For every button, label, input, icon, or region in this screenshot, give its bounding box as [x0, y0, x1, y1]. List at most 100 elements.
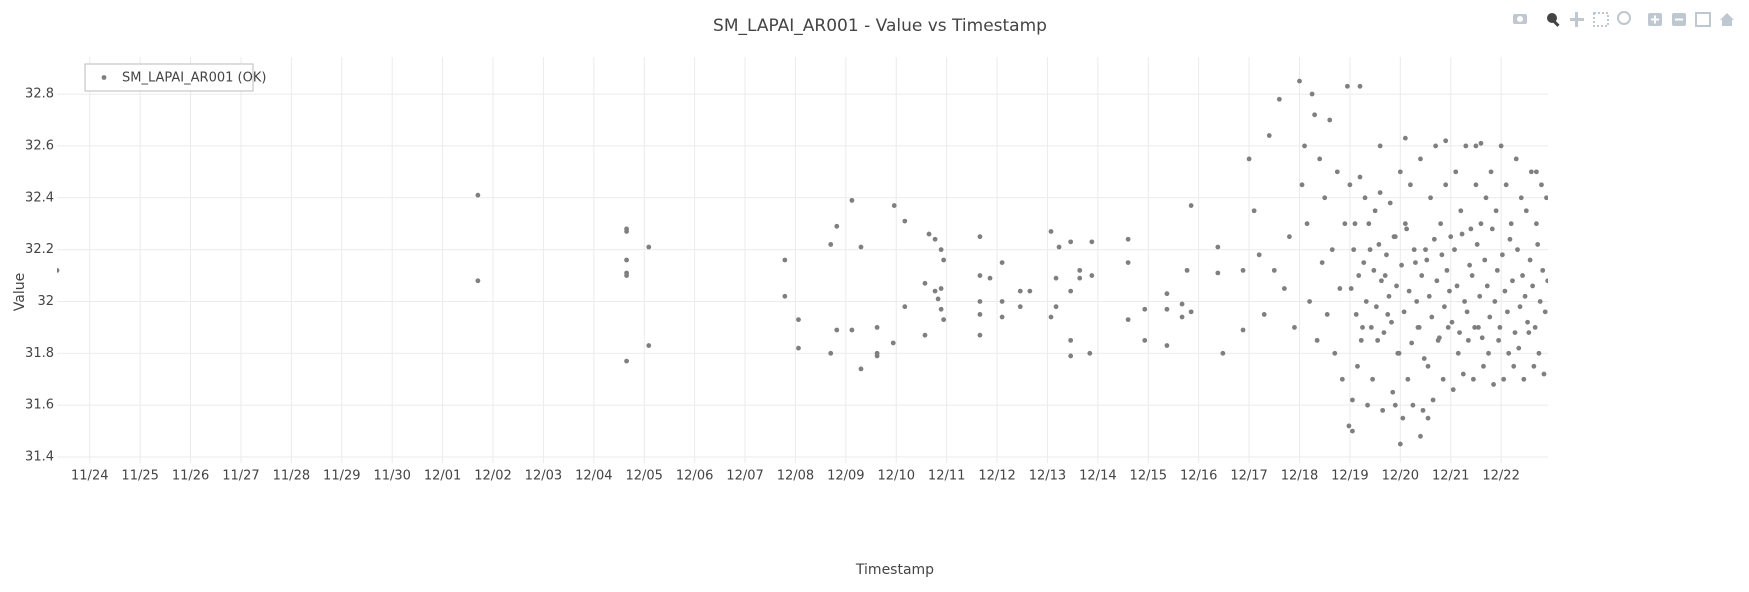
- point: [1474, 242, 1480, 247]
- point: [1380, 407, 1386, 413]
- point: [1409, 340, 1415, 346]
- point: [891, 203, 897, 208]
- autoscale-button[interactable]: [1695, 12, 1711, 27]
- point: [1470, 376, 1476, 382]
- point: [1251, 208, 1257, 214]
- point: [1053, 304, 1059, 310]
- point: [1068, 288, 1074, 294]
- point: [1512, 330, 1518, 335]
- point: [1271, 267, 1277, 273]
- point: [1431, 236, 1437, 242]
- point: [1443, 182, 1449, 188]
- point: [1188, 309, 1194, 315]
- point: [1443, 138, 1449, 144]
- point: [1528, 169, 1534, 175]
- point: [1355, 363, 1360, 369]
- point: [1434, 278, 1440, 284]
- point: [1386, 293, 1392, 299]
- point: [834, 327, 840, 333]
- point: [1450, 387, 1456, 393]
- point: [1494, 267, 1500, 273]
- reset-button[interactable]: [1720, 13, 1734, 26]
- point: [1478, 140, 1484, 146]
- point: [1472, 325, 1478, 330]
- point: [902, 218, 908, 224]
- x-axis-title: Timestamp: [855, 562, 934, 578]
- zoom-in-button[interactable]: [1648, 13, 1662, 26]
- point: [1399, 262, 1404, 268]
- point: [1017, 288, 1023, 294]
- point: [1299, 182, 1305, 188]
- point: [849, 197, 855, 203]
- zoom-button[interactable]: [1547, 13, 1560, 27]
- point: [1385, 312, 1391, 317]
- point: [922, 332, 928, 338]
- point: [1448, 234, 1454, 240]
- camera-button[interactable]: [1513, 14, 1527, 24]
- point: [1361, 260, 1367, 265]
- point: [1292, 325, 1297, 330]
- y-tick-label: 32.4: [25, 190, 54, 205]
- point: [999, 314, 1005, 320]
- point: [1410, 402, 1416, 408]
- point: [1324, 312, 1330, 317]
- point: [1525, 319, 1530, 325]
- point: [1425, 415, 1431, 421]
- point: [1433, 143, 1438, 149]
- point: [1068, 337, 1074, 343]
- point: [1436, 335, 1442, 341]
- x-tick-label: 11/25: [121, 469, 158, 484]
- x-tick-label: 11/27: [222, 469, 259, 484]
- point: [1350, 428, 1355, 434]
- point: [1360, 325, 1365, 330]
- point: [1261, 312, 1267, 317]
- x-tick-label: 12/19: [1331, 469, 1368, 484]
- zoom-out-button[interactable]: [1672, 13, 1686, 26]
- point: [1534, 221, 1539, 227]
- y-tick-label: 32.6: [25, 138, 54, 153]
- point: [938, 286, 944, 291]
- point: [1266, 133, 1272, 138]
- point: [1420, 407, 1426, 413]
- point: [624, 273, 629, 278]
- lasso-button[interactable]: [1617, 11, 1631, 25]
- point: [1540, 267, 1546, 273]
- point: [1452, 247, 1457, 253]
- point: [1056, 244, 1062, 250]
- point: [1488, 169, 1494, 175]
- point: [1358, 337, 1364, 343]
- point: [1531, 363, 1537, 369]
- point: [1411, 247, 1417, 253]
- point: [938, 247, 944, 253]
- point: [1459, 231, 1465, 237]
- x-tick-label: 12/15: [1130, 469, 1167, 484]
- point: [1473, 182, 1479, 188]
- point: [977, 332, 983, 338]
- point: [1501, 376, 1507, 382]
- point: [1375, 337, 1381, 343]
- pan-button[interactable]: [1570, 12, 1584, 27]
- x-tick-label: 11/30: [373, 469, 410, 484]
- point: [1053, 275, 1059, 281]
- box-select-button[interactable]: [1593, 12, 1609, 27]
- point: [1460, 371, 1466, 377]
- point: [1513, 156, 1519, 162]
- point: [782, 293, 788, 299]
- point: [1240, 327, 1246, 333]
- point: [828, 242, 834, 247]
- point: [1416, 325, 1422, 330]
- point: [1125, 317, 1131, 323]
- y-tick-label: 32.2: [25, 242, 54, 257]
- point: [1377, 190, 1383, 195]
- point: [1392, 402, 1398, 408]
- point: [1089, 273, 1095, 278]
- point: [999, 260, 1005, 265]
- x-tick-label: 12/08: [777, 469, 814, 484]
- point: [932, 288, 938, 294]
- point: [1517, 304, 1523, 310]
- point: [1281, 286, 1287, 291]
- point: [1404, 226, 1410, 232]
- point: [1087, 350, 1093, 356]
- point: [1365, 402, 1370, 408]
- point: [1423, 247, 1428, 253]
